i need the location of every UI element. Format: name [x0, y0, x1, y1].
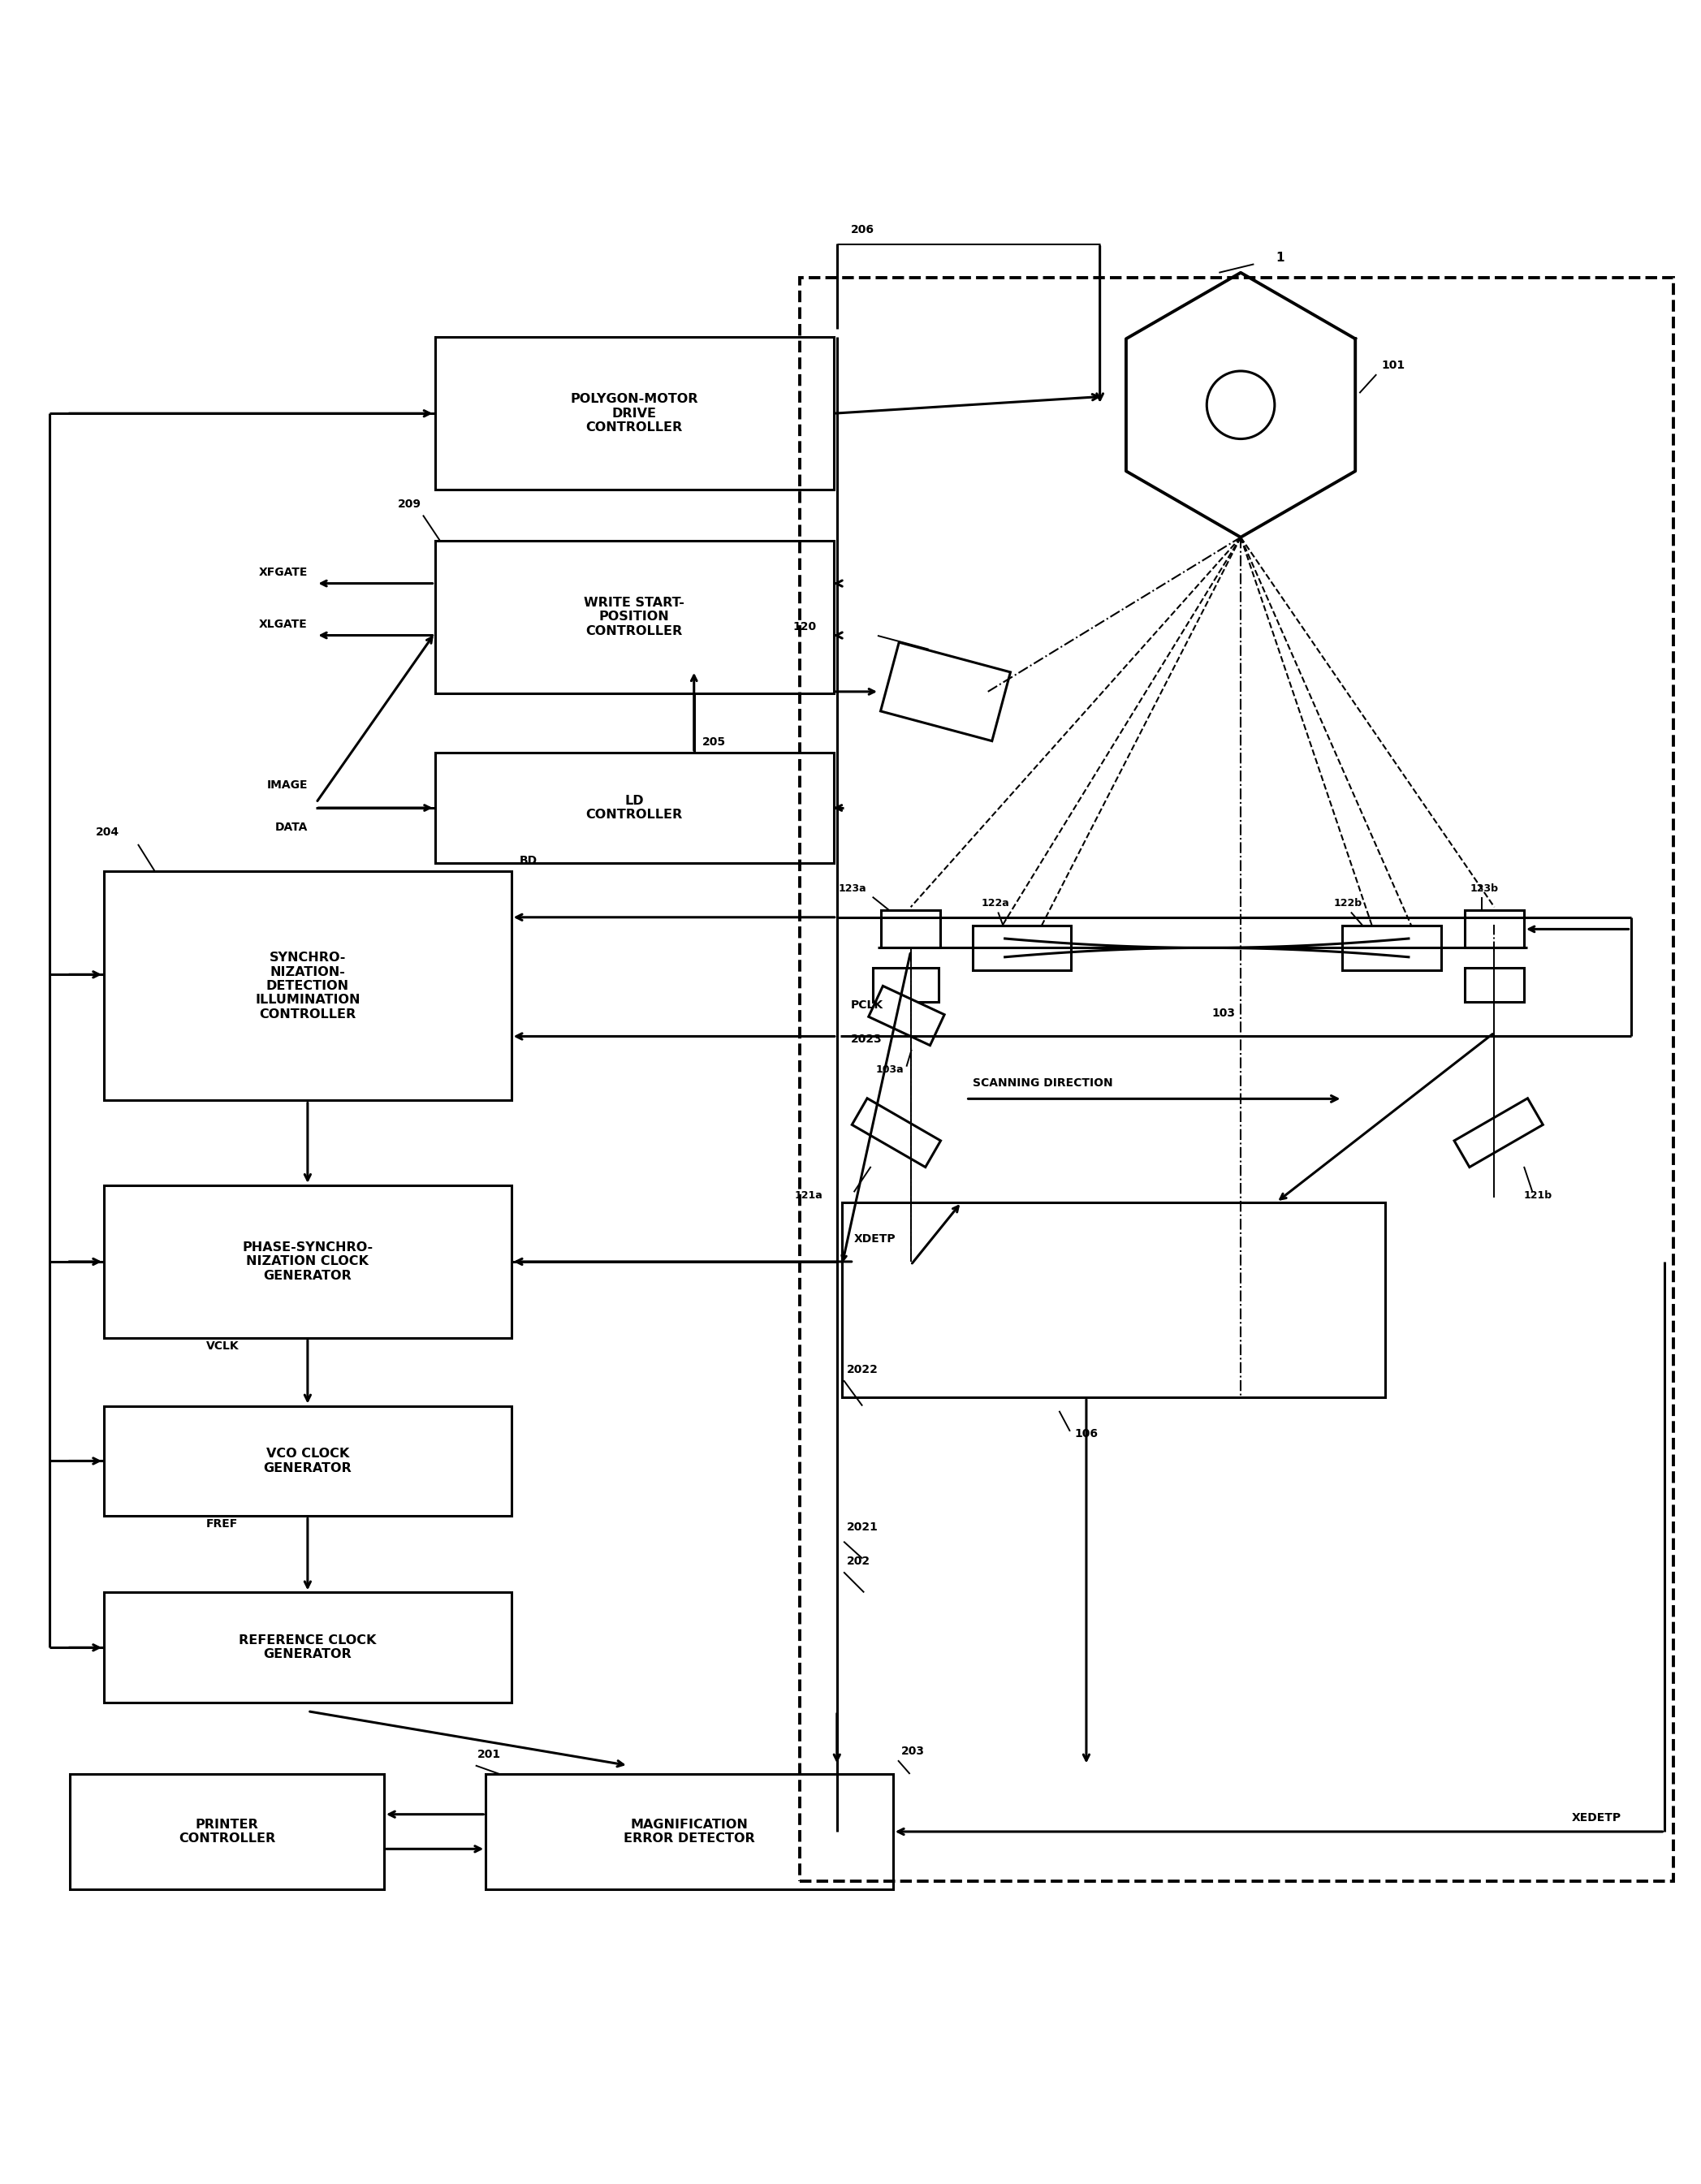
- Text: WRITE START-
POSITION
CONTROLLER: WRITE START- POSITION CONTROLLER: [583, 596, 684, 638]
- Bar: [486, 1773, 893, 1889]
- Text: SYNCHRO-
NIZATION-
DETECTION
ILLUMINATION
CONTROLLER: SYNCHRO- NIZATION- DETECTION ILLUMINATIO…: [255, 952, 361, 1020]
- Text: BD: BD: [521, 854, 538, 867]
- Text: 101: 101: [1381, 360, 1405, 371]
- Text: PCLK: PCLK: [850, 1000, 883, 1011]
- Text: 103a: 103a: [876, 1064, 903, 1075]
- Text: PHASE-SYNCHRO-
NIZATION CLOCK
GENERATOR: PHASE-SYNCHRO- NIZATION CLOCK GENERATOR: [242, 1241, 373, 1282]
- Bar: [104, 1592, 512, 1704]
- Bar: [104, 1186, 512, 1339]
- Text: POLYGON-MOTOR
DRIVE
CONTROLLER: POLYGON-MOTOR DRIVE CONTROLLER: [570, 393, 697, 435]
- Text: DATA: DATA: [276, 821, 308, 834]
- Text: 201: 201: [478, 1749, 500, 1760]
- Text: 2021: 2021: [847, 1522, 879, 1533]
- Text: XEDETP: XEDETP: [1572, 1813, 1621, 1824]
- Text: REFERENCE CLOCK
GENERATOR: REFERENCE CLOCK GENERATOR: [238, 1634, 376, 1660]
- Text: 204: 204: [95, 826, 119, 836]
- Bar: [799, 277, 1674, 1880]
- Text: 122b: 122b: [1334, 898, 1363, 909]
- Bar: [70, 1773, 384, 1889]
- Text: IMAGE: IMAGE: [267, 780, 308, 791]
- Polygon shape: [869, 985, 944, 1046]
- Bar: [842, 1201, 1385, 1398]
- Polygon shape: [881, 642, 1010, 740]
- Text: XLGATE: XLGATE: [259, 618, 308, 631]
- Bar: [973, 926, 1072, 970]
- Text: 1: 1: [1276, 251, 1284, 264]
- Bar: [435, 336, 833, 489]
- Bar: [104, 1406, 512, 1516]
- Text: 103: 103: [1211, 1007, 1235, 1020]
- Text: VCO CLOCK
GENERATOR: VCO CLOCK GENERATOR: [264, 1448, 352, 1474]
- Bar: [1465, 968, 1524, 1002]
- Text: 206: 206: [850, 225, 874, 236]
- Text: MAGNIFICATION
ERROR DETECTOR: MAGNIFICATION ERROR DETECTOR: [624, 1819, 755, 1845]
- Text: 106: 106: [1075, 1428, 1099, 1439]
- Text: XDETP: XDETP: [854, 1234, 896, 1245]
- Text: 205: 205: [703, 736, 726, 747]
- Polygon shape: [852, 1099, 941, 1166]
- Text: 2023: 2023: [850, 1033, 881, 1044]
- Text: XFGATE: XFGATE: [259, 568, 308, 579]
- Text: PRINTER
CONTROLLER: PRINTER CONTROLLER: [179, 1819, 276, 1845]
- Text: 120: 120: [793, 620, 816, 633]
- Text: 203: 203: [902, 1745, 925, 1756]
- Text: FREF: FREF: [206, 1518, 238, 1529]
- Bar: [1342, 926, 1441, 970]
- Text: LD
CONTROLLER: LD CONTROLLER: [585, 795, 682, 821]
- Text: 2022: 2022: [847, 1365, 879, 1376]
- Polygon shape: [1454, 1099, 1543, 1166]
- Bar: [104, 871, 512, 1101]
- Bar: [873, 968, 939, 1002]
- Text: VCLK: VCLK: [206, 1341, 238, 1352]
- Bar: [881, 911, 941, 948]
- Text: SCANNING DIRECTION: SCANNING DIRECTION: [973, 1077, 1112, 1088]
- Text: 123a: 123a: [839, 882, 868, 893]
- Bar: [435, 542, 833, 692]
- Text: 121b: 121b: [1524, 1190, 1553, 1201]
- Text: 121a: 121a: [794, 1190, 823, 1201]
- Bar: [435, 753, 833, 863]
- Text: 209: 209: [398, 498, 422, 511]
- Text: 123b: 123b: [1470, 882, 1499, 893]
- Bar: [1465, 911, 1524, 948]
- Text: 122a: 122a: [981, 898, 1009, 909]
- Text: 202: 202: [847, 1555, 871, 1566]
